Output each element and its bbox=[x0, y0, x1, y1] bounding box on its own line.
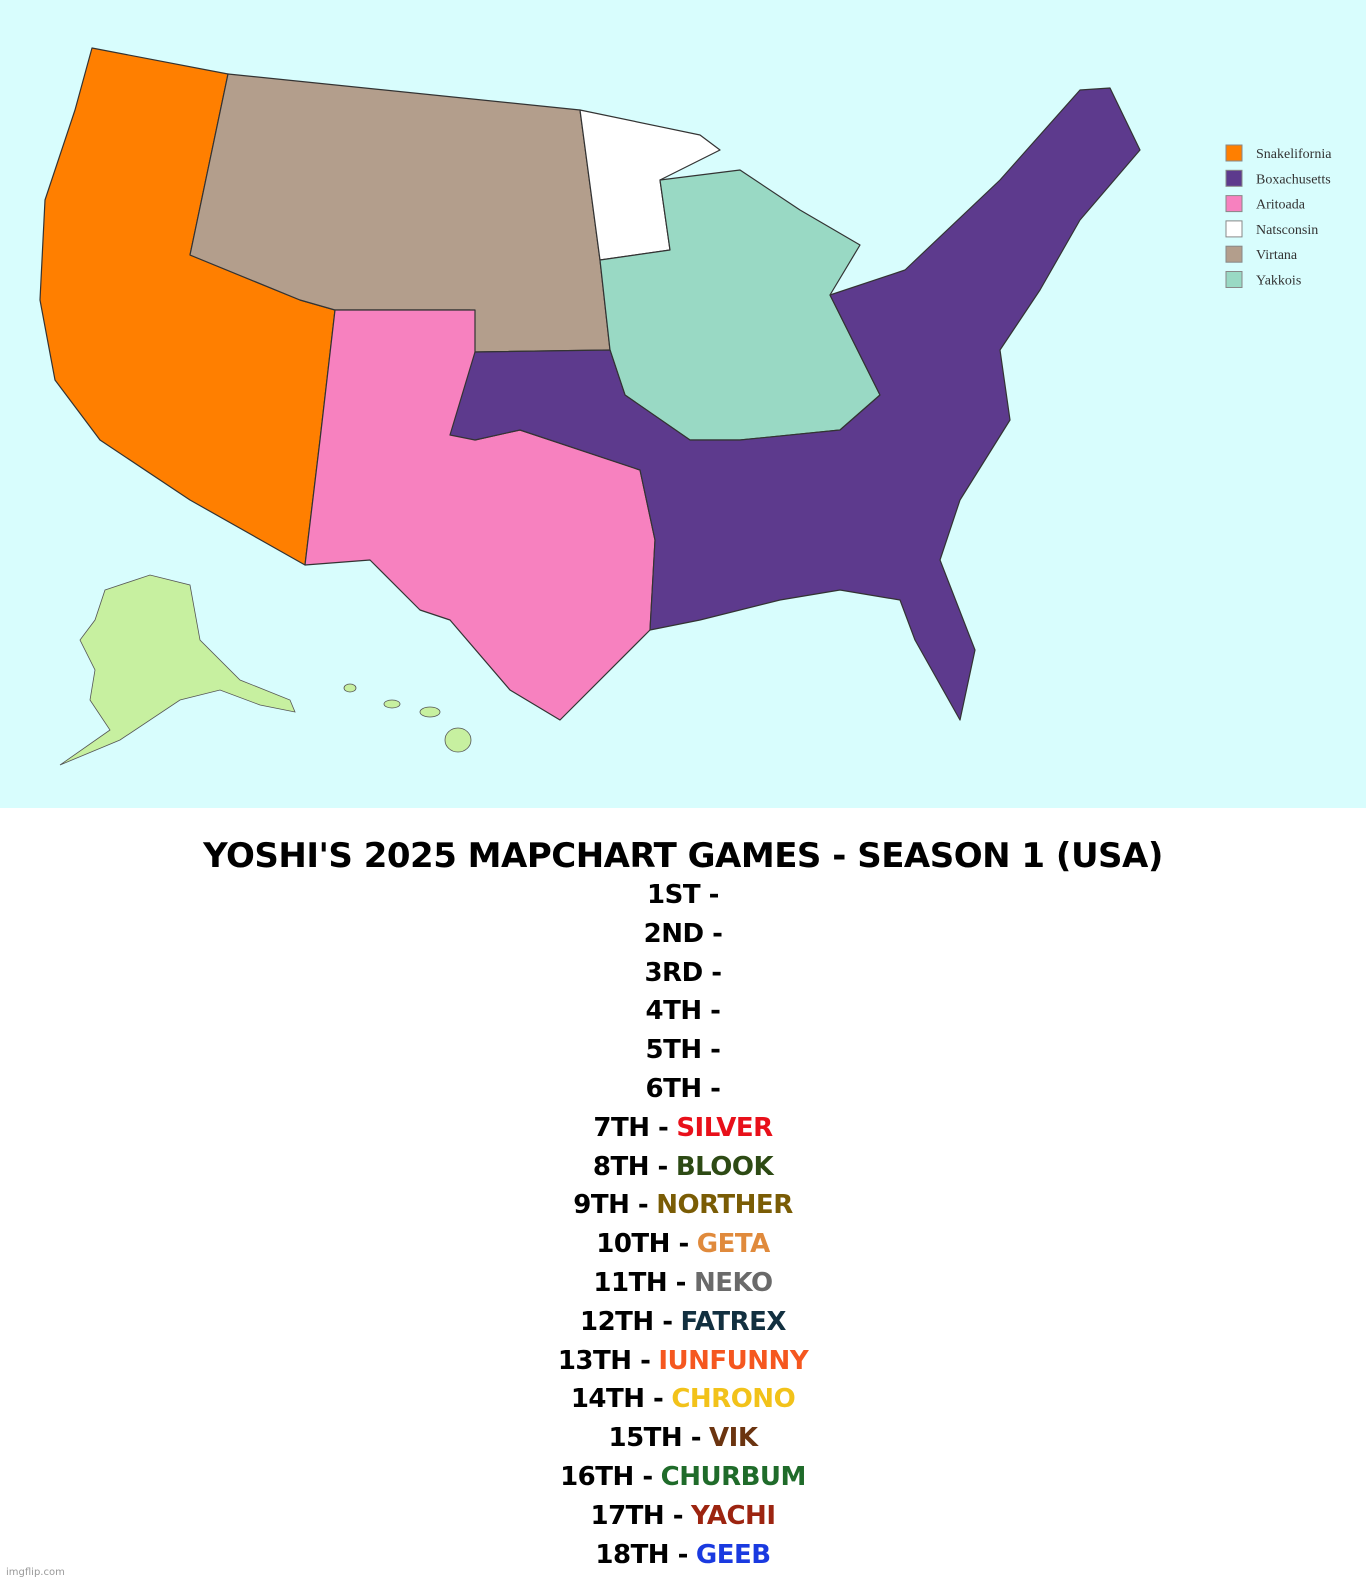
island bbox=[419, 706, 441, 718]
placement-row: 1ST - bbox=[0, 876, 1366, 915]
legend-swatch bbox=[1225, 220, 1243, 238]
placement-name: BLOOK bbox=[675, 1151, 774, 1182]
placement-row: 8TH - BLOOK bbox=[0, 1148, 1366, 1187]
placement-row: 2ND - bbox=[0, 915, 1366, 954]
placement-row: 6TH - bbox=[0, 1070, 1366, 1109]
placement-rank: 2ND - bbox=[643, 918, 723, 949]
placement-rank: 7TH - bbox=[593, 1112, 669, 1143]
alaska-shape bbox=[59, 574, 296, 766]
placement-row: 16TH - CHURBUM bbox=[0, 1458, 1366, 1497]
placement-name: SILVER bbox=[676, 1112, 773, 1143]
placement-row: 18TH - GEEB bbox=[0, 1536, 1366, 1575]
placement-rank: 9TH - bbox=[573, 1190, 649, 1221]
placement-name: YACHI bbox=[691, 1500, 776, 1531]
legend-swatch bbox=[1225, 195, 1243, 213]
hawaii bbox=[343, 683, 472, 753]
placement-rank: 16TH - bbox=[560, 1461, 653, 1492]
placement-name: NORTHER bbox=[656, 1190, 793, 1221]
alaska bbox=[59, 574, 296, 766]
placement-rank: 1ST - bbox=[647, 880, 719, 910]
legend-label: Virtana bbox=[1256, 248, 1298, 263]
regions bbox=[39, 47, 1141, 721]
legend-swatch bbox=[1225, 271, 1243, 288]
placement-rank: 5TH - bbox=[645, 1035, 721, 1066]
placement-rank: 15TH - bbox=[608, 1423, 702, 1454]
placement-rank: 8TH - bbox=[592, 1151, 668, 1182]
placement-name: IUNFUNNY bbox=[658, 1345, 809, 1376]
placement-name: GEEB bbox=[695, 1539, 771, 1570]
placement-rank: 11TH - bbox=[593, 1267, 686, 1298]
placement-row: 14TH - CHRONO bbox=[0, 1380, 1366, 1419]
placement-row: 12TH - FATREX bbox=[0, 1303, 1366, 1342]
placement-rank: 4TH - bbox=[645, 996, 721, 1027]
placement-rank: 12TH - bbox=[580, 1306, 673, 1337]
results: YOSHI'S 2025 MAPCHART GAMES - SEASON 1 (… bbox=[0, 808, 1366, 1582]
region bbox=[449, 87, 1141, 721]
placement-rank: 18TH - bbox=[595, 1539, 688, 1570]
placement-name: GETA bbox=[696, 1229, 770, 1260]
legend-swatch bbox=[1225, 144, 1243, 162]
placement-rank: 6TH - bbox=[645, 1073, 721, 1104]
legend-swatch bbox=[1225, 169, 1243, 187]
placement-row: 15TH - VIK bbox=[0, 1419, 1366, 1458]
placement-name: CHURBUM bbox=[660, 1461, 807, 1492]
placement-name: NEKO bbox=[693, 1267, 773, 1298]
island bbox=[383, 699, 401, 709]
placement-name: CHRONO bbox=[671, 1384, 796, 1415]
legend-label: Natsconsin bbox=[1256, 223, 1318, 238]
legend-label: Yakkois bbox=[1256, 274, 1301, 289]
placement-row: 7TH - SILVER bbox=[0, 1109, 1366, 1148]
map: Snakelifornia Boxachusetts Aritoada Natscon… bbox=[0, 0, 1366, 808]
placement-row: 4TH - bbox=[0, 992, 1366, 1031]
placement-row: 17TH - YACHI bbox=[0, 1497, 1366, 1536]
island bbox=[343, 683, 357, 693]
results-title: YOSHI'S 2025 MAPCHART GAMES - SEASON 1 (… bbox=[203, 836, 1163, 876]
placement-row: 11TH - NEKO bbox=[0, 1264, 1366, 1303]
placements: 1ST - 2ND - 3RD - 4TH - 5TH - 6TH - 7TH - SILVE… bbox=[0, 876, 1366, 1574]
placement-row: 10TH - GETA bbox=[0, 1225, 1366, 1264]
placement-rank: 10TH - bbox=[596, 1229, 689, 1260]
placement-row: 5TH - bbox=[0, 1031, 1366, 1070]
legend-label: Aritoada bbox=[1256, 198, 1306, 213]
placement-rank: 17TH - bbox=[590, 1500, 684, 1531]
placement-rank: 14TH - bbox=[570, 1384, 664, 1415]
legend-label: Boxachusetts bbox=[1256, 172, 1331, 187]
placement-name: FATREX bbox=[680, 1306, 787, 1337]
legend-swatch bbox=[1225, 245, 1243, 263]
legend-label: Snakelifornia bbox=[1256, 147, 1332, 162]
placement-rank: 13TH - bbox=[557, 1345, 651, 1376]
placement-row: 13TH - IUNFUNNY bbox=[0, 1342, 1366, 1381]
placement-row: 9TH - NORTHER bbox=[0, 1186, 1366, 1225]
island bbox=[444, 727, 472, 753]
placement-rank: 3RD - bbox=[644, 957, 722, 988]
placement-row: 3RD - bbox=[0, 954, 1366, 993]
placement-name: VIK bbox=[709, 1423, 758, 1454]
watermark: imgflip.com bbox=[6, 1567, 65, 1578]
legend: Snakelifornia Boxachusetts Aritoada Natscon… bbox=[1225, 144, 1332, 289]
